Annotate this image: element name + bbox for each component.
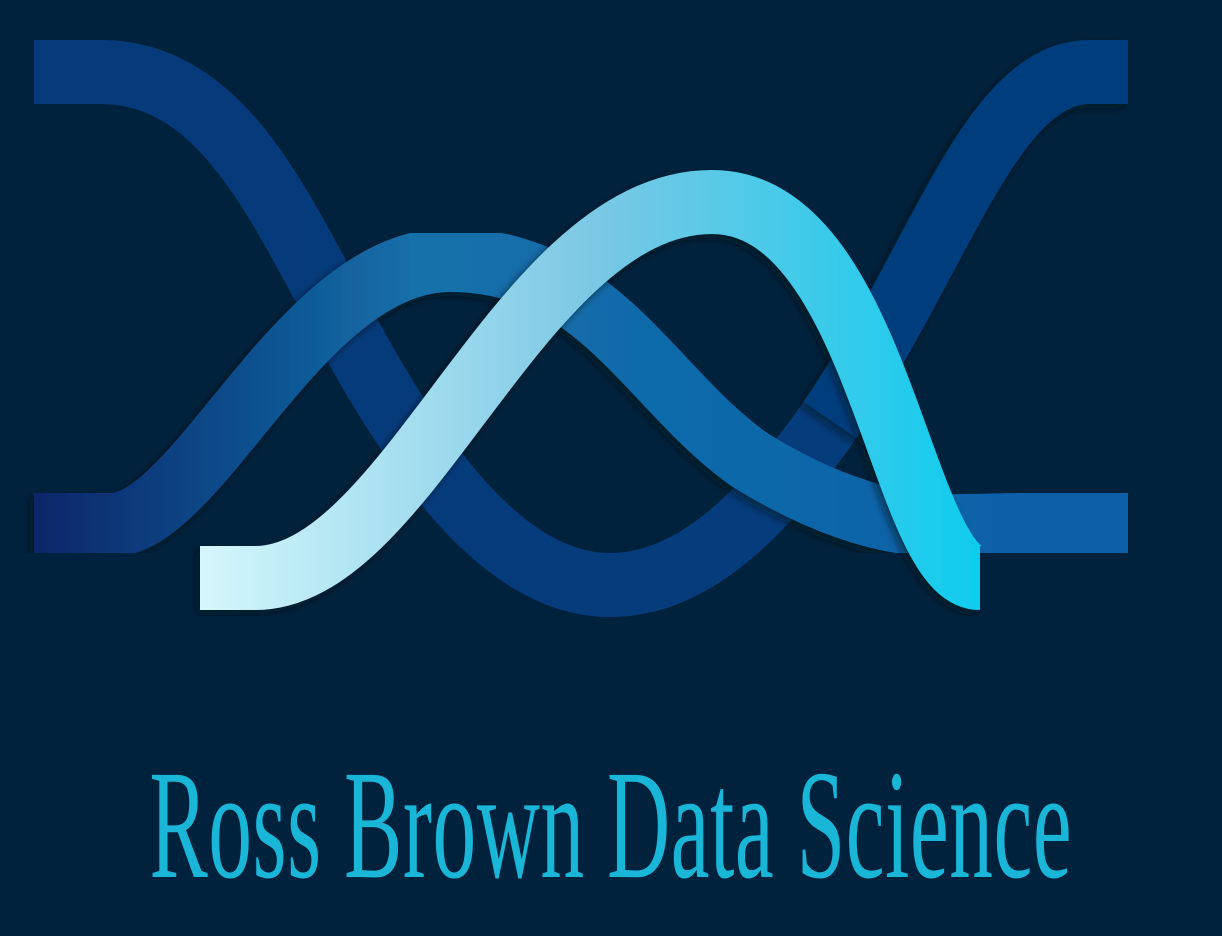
intertwined-bell-curves-icon bbox=[34, 40, 1128, 618]
light-bell-curve bbox=[200, 169, 987, 610]
brand-wordmark: Ross Brown Data Science bbox=[0, 725, 1222, 925]
brand-name: Ross Brown Data Science bbox=[149, 738, 1073, 911]
